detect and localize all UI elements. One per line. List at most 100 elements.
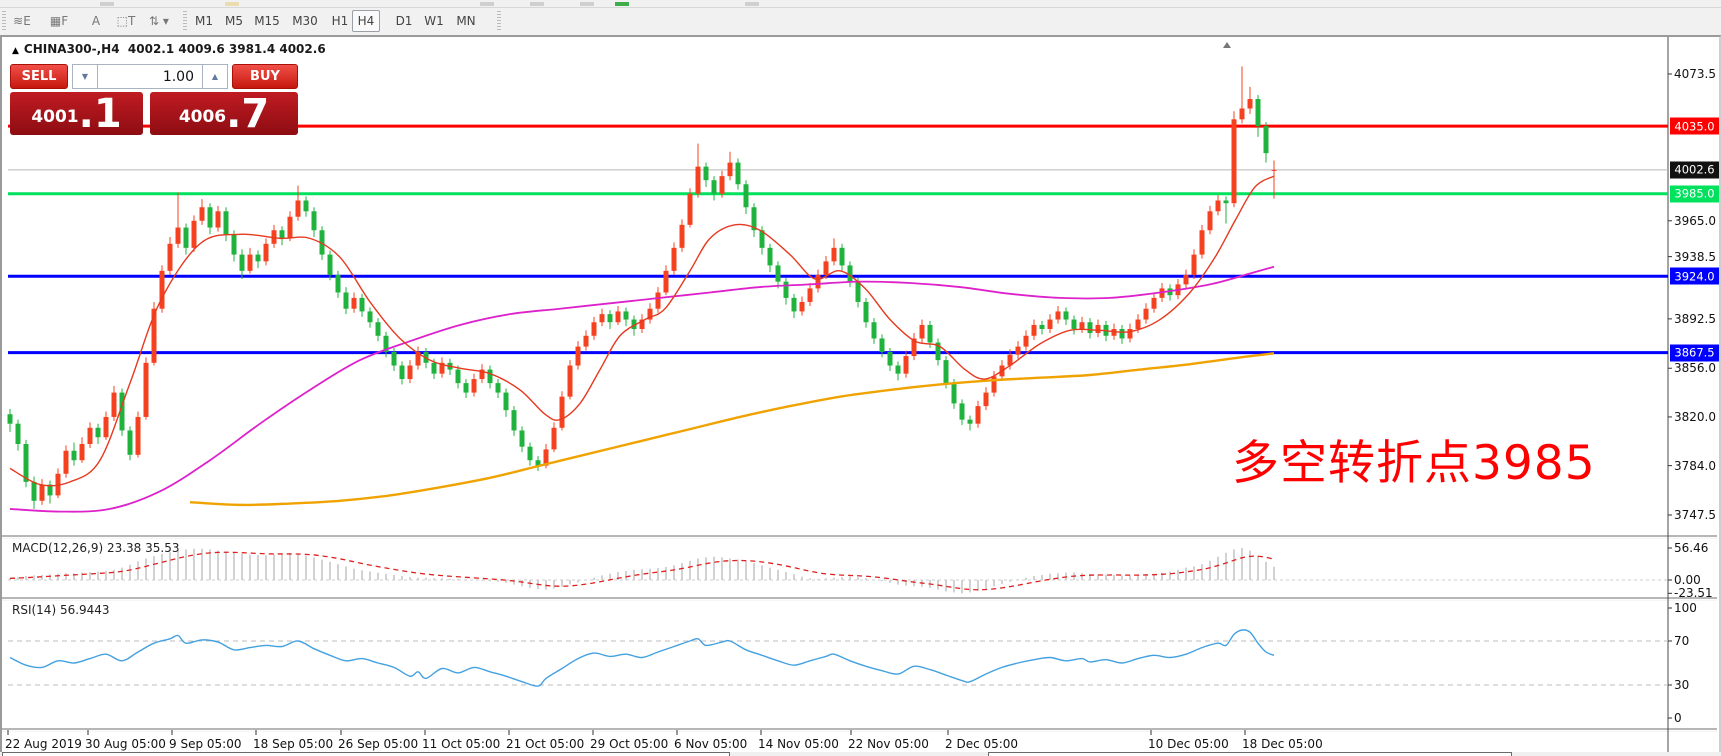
candle-body	[1055, 311, 1061, 320]
timeframe-button-m15[interactable]: M15	[254, 14, 280, 28]
candle-body	[1239, 108, 1245, 120]
candle-body	[79, 443, 85, 461]
candle-body	[751, 207, 757, 231]
candle-body	[503, 392, 509, 411]
buy-price-panel[interactable]: 4006.7	[150, 92, 298, 135]
candle-body	[327, 254, 333, 275]
toolbar-drag-handle[interactable]	[2, 11, 6, 31]
sell-price-panel[interactable]: 4001.1	[10, 92, 143, 135]
price-tick-label: 3784.0	[1674, 458, 1716, 473]
candle-body	[1223, 200, 1229, 204]
candle-body	[615, 311, 621, 323]
date-label: 14 Nov 05:00	[758, 737, 839, 751]
candle-body	[903, 356, 909, 374]
candle-body	[63, 450, 69, 474]
candle-body	[1143, 308, 1149, 320]
candle-body	[711, 180, 717, 194]
candle-body	[183, 227, 189, 248]
grid-icon[interactable]: ▦F	[49, 14, 69, 28]
candle-body	[1039, 324, 1045, 330]
volume-input[interactable]	[98, 64, 202, 89]
candle-body	[639, 319, 645, 330]
text-label-icon[interactable]: A	[91, 14, 101, 28]
candle-body	[855, 281, 861, 302]
buy-price-main: 4006	[178, 107, 227, 127]
timeframe-button-m30[interactable]: M30	[292, 14, 318, 28]
macd-signal-line	[9, 551, 1275, 591]
candle-body	[743, 184, 749, 208]
candle-body	[1191, 254, 1197, 275]
candle-body	[575, 346, 581, 366]
date-label: 18 Sep 05:00	[253, 737, 334, 751]
date-label: 9 Sep 05:00	[169, 737, 242, 751]
timeframe-button-h4[interactable]: H4	[352, 10, 380, 32]
candle-body	[959, 403, 965, 420]
timeframe-button-m5[interactable]: M5	[225, 14, 243, 28]
text-box-icon[interactable]: ⬚T	[116, 14, 136, 28]
timeframe-button-d1[interactable]: D1	[395, 14, 413, 28]
ma-mid-magenta-line	[9, 265, 1275, 513]
candle-body	[895, 365, 901, 374]
candle-body	[1111, 329, 1117, 336]
candle-body	[1183, 274, 1189, 285]
toolbar-drag-handle[interactable]	[183, 11, 187, 31]
toolbar-sliver-mark	[530, 2, 544, 6]
toolbar-drag-handle[interactable]	[497, 11, 501, 31]
candle-body	[791, 297, 797, 312]
candle-body	[871, 322, 877, 339]
price-badge-3924.0: 3924.0	[1670, 267, 1719, 285]
candle-body	[1007, 354, 1013, 366]
candle-body	[199, 207, 205, 221]
candle-body	[815, 274, 821, 289]
candle-body	[951, 383, 957, 404]
candle-body	[1255, 99, 1261, 127]
candle-body	[1231, 119, 1237, 204]
candle-body	[479, 369, 485, 380]
volume-increase-button[interactable]: ▲	[202, 64, 228, 89]
indicators-icon[interactable]: ≋E	[13, 14, 31, 28]
candle-body	[135, 416, 141, 455]
price-badge-4035.0: 4035.0	[1670, 117, 1719, 135]
collapse-arrow-icon[interactable]: ▲	[12, 46, 19, 56]
candle-body	[847, 265, 853, 282]
candle-body	[375, 322, 381, 336]
sell-button[interactable]: SELL	[10, 64, 68, 89]
chart-window[interactable]	[0, 36, 1721, 756]
price-badge-3985.0: 3985.0	[1670, 185, 1719, 203]
toolbar-sliver-mark	[225, 2, 239, 6]
timeframe-button-m1[interactable]: M1	[195, 14, 213, 28]
rsi-indicator-label: RSI(14) 56.9443	[12, 603, 110, 617]
candle-body	[207, 207, 213, 228]
bottom-tab[interactable]	[988, 752, 1512, 756]
chart-annotation-text: 多空转折点3985	[1232, 436, 1596, 491]
date-label: 18 Dec 05:00	[1242, 737, 1323, 751]
candle-body	[1135, 319, 1141, 330]
volume-decrease-button[interactable]: ▼	[72, 64, 98, 89]
candle-body	[783, 281, 789, 298]
timeframe-button-w1[interactable]: W1	[424, 14, 444, 28]
candle-body	[111, 392, 117, 417]
rsi-axis-label: 100	[1674, 601, 1697, 615]
candle-body	[247, 254, 253, 271]
rsi-axis-label: 0	[1674, 711, 1682, 725]
price-tick-label: 3892.5	[1674, 311, 1716, 326]
cursor-modes-icon[interactable]: ⇅ ▾	[149, 14, 169, 28]
candle-body	[303, 200, 309, 212]
candle-body	[319, 230, 325, 255]
bottom-tab[interactable]	[2, 752, 730, 756]
price-badge-4002.6: 4002.6	[1670, 161, 1719, 179]
candle-body	[767, 247, 773, 266]
rsi-axis-label: 70	[1674, 634, 1690, 648]
timeframe-button-h1[interactable]: H1	[331, 14, 349, 28]
chart-shift-marker-icon[interactable]	[1223, 42, 1231, 48]
timeframe-button-mn[interactable]: MN	[456, 14, 476, 28]
candle-body	[351, 297, 357, 309]
date-label: 6 Nov 05:00	[674, 737, 748, 751]
candle-body	[663, 270, 669, 293]
candle-body	[1063, 311, 1069, 320]
date-label: 21 Oct 05:00	[506, 737, 585, 751]
candle-body	[223, 211, 229, 235]
candle-body	[143, 362, 149, 417]
buy-button[interactable]: BUY	[232, 64, 298, 89]
